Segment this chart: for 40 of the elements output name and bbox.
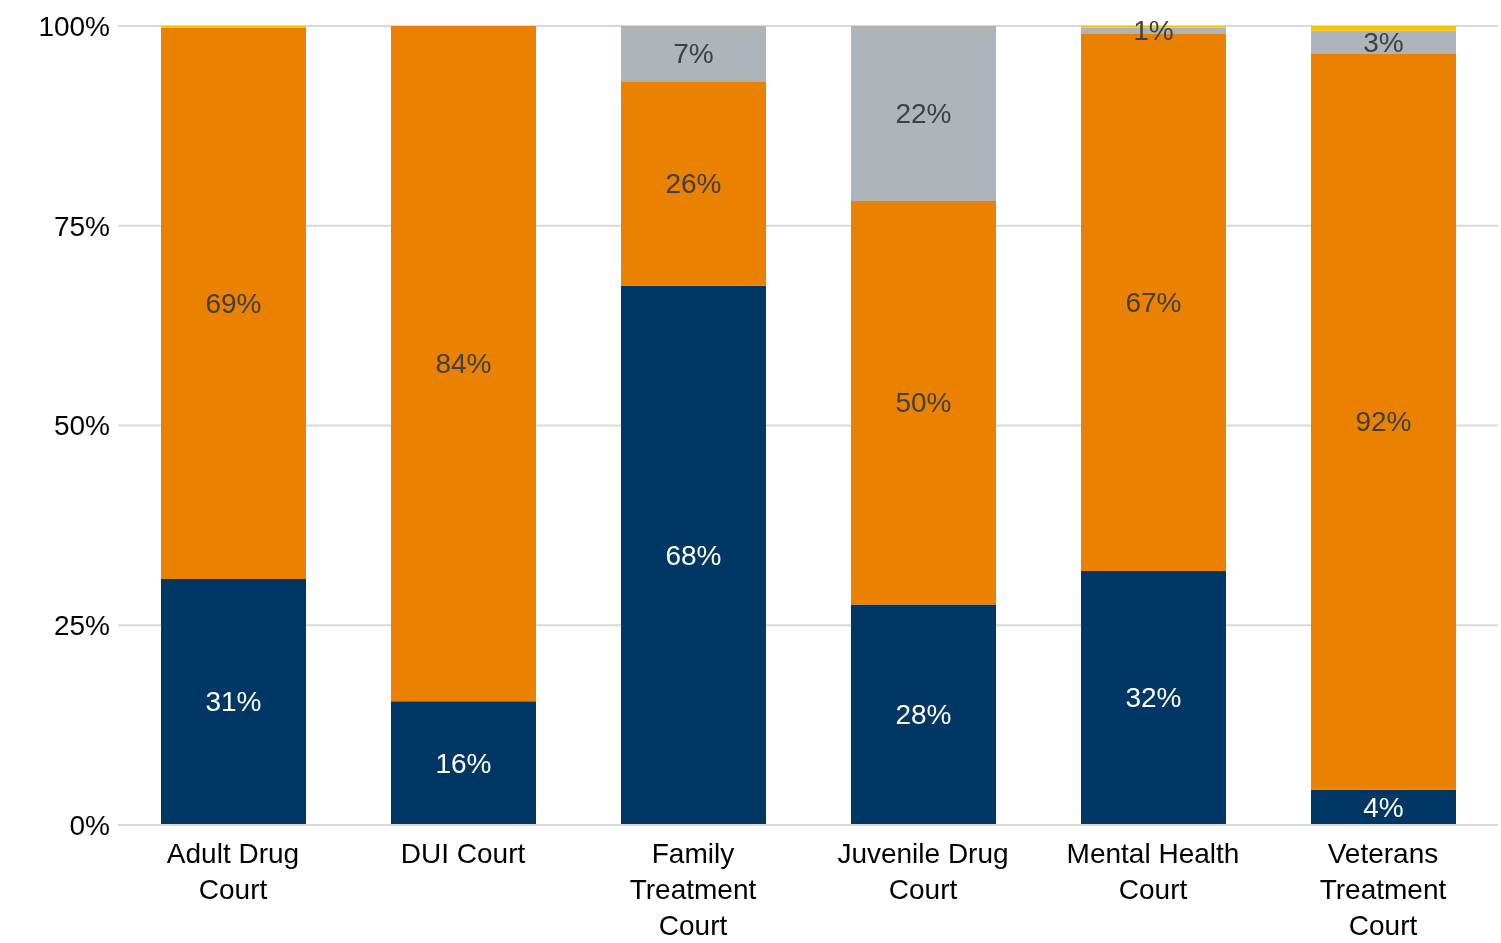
data-label: 22% <box>895 97 952 129</box>
bar <box>1311 26 1456 31</box>
bar <box>851 26 996 201</box>
data-label: 69% <box>205 287 262 319</box>
bar <box>161 578 306 825</box>
data-label: 84% <box>435 348 492 380</box>
data-label: 32% <box>1125 682 1182 714</box>
bar <box>161 27 306 579</box>
bar <box>621 26 766 82</box>
data-label: 28% <box>895 699 952 731</box>
y-tick-label: 50% <box>53 410 110 442</box>
bar <box>1081 570 1226 825</box>
bar <box>1311 789 1456 825</box>
y-tick-label: 75% <box>53 210 110 242</box>
y-tick-label: 100% <box>38 10 110 42</box>
data-label: 3% <box>1363 26 1404 58</box>
x-tick-label: DUI Court <box>400 838 526 869</box>
data-label: 67% <box>1125 286 1182 318</box>
x-tick-label: Adult Drug Court <box>166 838 300 905</box>
data-label: 16% <box>435 747 492 779</box>
data-label: 31% <box>205 686 262 718</box>
bar <box>1311 53 1456 790</box>
bar <box>621 81 766 286</box>
data-label: 50% <box>895 387 952 419</box>
data-label: 92% <box>1355 406 1412 438</box>
x-tick-label: Juvenile Drug Court <box>837 838 1009 905</box>
bar <box>621 285 766 825</box>
x-tick-label: Mental Health Court <box>1066 838 1240 905</box>
y-tick-label: 25% <box>53 610 110 642</box>
data-label: 68% <box>665 539 722 571</box>
y-tick-label: 0% <box>69 809 110 841</box>
bar <box>851 604 996 825</box>
x-tick-label: Veterans Treatment Court <box>1319 838 1447 941</box>
bar <box>851 200 996 605</box>
bar <box>391 701 536 825</box>
x-tick-label: Family Treatment Court <box>629 838 757 941</box>
bar <box>391 26 536 702</box>
data-label: 7% <box>673 38 714 70</box>
data-label: 26% <box>665 167 722 199</box>
data-label: 4% <box>1363 791 1404 823</box>
